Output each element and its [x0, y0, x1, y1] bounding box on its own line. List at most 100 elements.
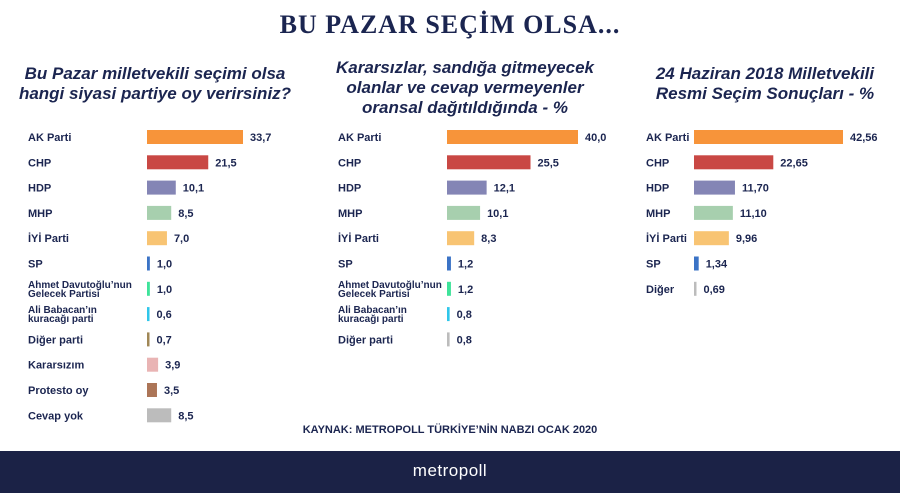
category-label: Diğer — [646, 284, 675, 296]
category-label: AK Parti — [28, 132, 71, 144]
bar — [694, 155, 774, 170]
value-label: 10,1 — [487, 208, 508, 220]
value-label: 40,0 — [585, 132, 606, 144]
category-label-line: Ali Babacan’ın — [338, 305, 407, 316]
bar — [147, 180, 176, 195]
value-label: 11,70 — [742, 183, 769, 195]
category-label: SP — [646, 259, 661, 271]
value-label: 42,56 — [850, 132, 878, 144]
category-label: Ali Babacan’ın kuracağı parti — [28, 305, 97, 325]
chart-title-line: oransal dağıtıldığında - % — [362, 98, 568, 117]
category-label: Protesto oy — [28, 385, 89, 397]
category-label: Ahmet Davutoğlu’nun Gelecek Partisi — [338, 280, 442, 300]
brand-logo: metropoll — [412, 461, 488, 480]
value-label: 3,9 — [165, 360, 180, 372]
chart-title-line: Kararsızlar, sandığa gitmeyecek — [336, 58, 594, 77]
value-label: 0,69 — [704, 284, 725, 296]
main-title: BU PAZAR SEÇİM OLSA... — [279, 10, 621, 39]
bar — [694, 281, 697, 296]
category-label-line: Gelecek Partisi — [338, 289, 410, 300]
chart-panel-distributed: Kararsızlar, sandığa gitmeyecek olanlar … — [320, 58, 610, 428]
category-label-line: Ahmet Davutoğlu’nun — [338, 280, 442, 291]
value-label: 12,1 — [494, 183, 515, 195]
bar-chart: AK Parti 33,7 CHP 21,5 HDP 10,1 MHP 8,5 İYİ Part… — [28, 130, 271, 423]
value-label: 8,5 — [178, 208, 193, 220]
chart-panel-current-vote: Bu Pazar milletvekili seçimi olsa hangi … — [10, 58, 300, 428]
bar — [694, 180, 735, 195]
category-label: MHP — [338, 208, 362, 220]
value-label: 22,65 — [780, 157, 808, 169]
bar — [447, 256, 451, 271]
value-label: 9,96 — [736, 233, 757, 245]
bar — [447, 332, 450, 347]
value-label: 0,8 — [457, 309, 472, 321]
category-label: SP — [28, 259, 43, 271]
value-label: 25,5 — [538, 157, 559, 169]
category-label: MHP — [28, 208, 52, 220]
bar — [147, 130, 243, 144]
value-label: 3,5 — [164, 385, 179, 397]
bar — [447, 205, 481, 220]
chart-title: 24 Haziran 2018 Milletvekili Resmi Seçim… — [630, 64, 900, 104]
value-label: 0,8 — [457, 334, 472, 346]
bar — [147, 383, 157, 397]
bar — [694, 231, 729, 246]
value-label: 10,1 — [183, 183, 204, 195]
category-label-line: kuracağı parti — [338, 314, 404, 325]
category-label: HDP — [646, 183, 669, 195]
category-label-line: Gelecek Partisi — [28, 289, 100, 300]
bar — [447, 130, 578, 144]
value-label: 1,0 — [157, 259, 172, 271]
value-label: 1,0 — [157, 284, 172, 296]
bar — [447, 180, 487, 195]
bar — [147, 205, 172, 220]
category-label: CHP — [28, 157, 51, 169]
bar — [147, 357, 159, 372]
bar — [447, 231, 475, 246]
bar — [147, 332, 150, 347]
category-label: Cevap yok — [28, 410, 84, 422]
bar — [694, 256, 699, 271]
category-label: HDP — [28, 183, 51, 195]
category-label: Diğer parti — [338, 334, 393, 346]
bar — [694, 205, 733, 220]
chart-title-line: 24 Haziran 2018 Milletvekili — [655, 64, 875, 83]
category-label: Ahmet Davutoğlu’nun Gelecek Partisi — [28, 280, 132, 300]
category-label: SP — [338, 259, 353, 271]
bar — [694, 130, 843, 144]
chart-title-line: olanlar ve cevap vermeyenler — [346, 78, 584, 97]
bar — [147, 408, 172, 423]
value-label: 0,7 — [157, 334, 172, 346]
chart-title-line: hangi siyasi partiye oy verirsiniz? — [18, 84, 292, 103]
bar — [147, 155, 209, 170]
category-label: İYİ Parti — [28, 232, 69, 245]
category-label: CHP — [338, 157, 361, 169]
chart-title-line: Bu Pazar milletvekili seçimi olsa — [24, 64, 286, 83]
category-label: İYİ Parti — [338, 232, 379, 245]
category-label: HDP — [338, 183, 361, 195]
category-label: AK Parti — [338, 132, 381, 144]
bar — [147, 281, 150, 296]
chart-title-line: Resmi Seçim Sonuçları - % — [655, 84, 875, 103]
category-label-line: Ali Babacan’ın — [28, 305, 97, 316]
value-label: 8,3 — [481, 233, 496, 245]
bar — [147, 307, 150, 322]
bar — [147, 256, 150, 271]
category-label-line: Ahmet Davutoğlu’nun — [28, 280, 132, 291]
category-label: Ali Babacan’ın kuracağı parti — [338, 305, 407, 325]
category-label: MHP — [646, 208, 670, 220]
bar — [447, 281, 451, 296]
value-label: 33,7 — [250, 132, 271, 144]
chart-title: Bu Pazar milletvekili seçimi olsa hangi … — [10, 64, 300, 104]
category-label: Kararsızım — [28, 360, 84, 372]
value-label: 1,2 — [458, 284, 473, 296]
bar — [447, 155, 531, 170]
value-label: 7,0 — [174, 233, 189, 245]
chart-title: Kararsızlar, sandığa gitmeyecek olanlar … — [320, 58, 610, 118]
category-label-line: kuracağı parti — [28, 314, 94, 325]
bar — [447, 307, 450, 322]
category-label: AK Parti — [646, 132, 689, 144]
bar-chart: AK Parti 40,0 CHP 25,5 HDP 12,1 MHP 10,1 İYİ Par… — [338, 130, 606, 347]
source-note: KAYNAK: METROPOLL TÜRKİYE’NİN NABZI OCAK… — [302, 424, 598, 436]
category-label: Diğer parti — [28, 334, 83, 346]
